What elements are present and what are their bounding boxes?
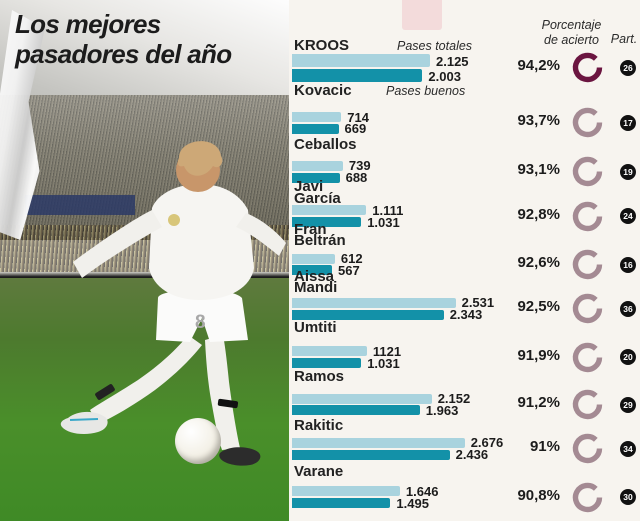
svg-text:8: 8 bbox=[195, 312, 206, 333]
